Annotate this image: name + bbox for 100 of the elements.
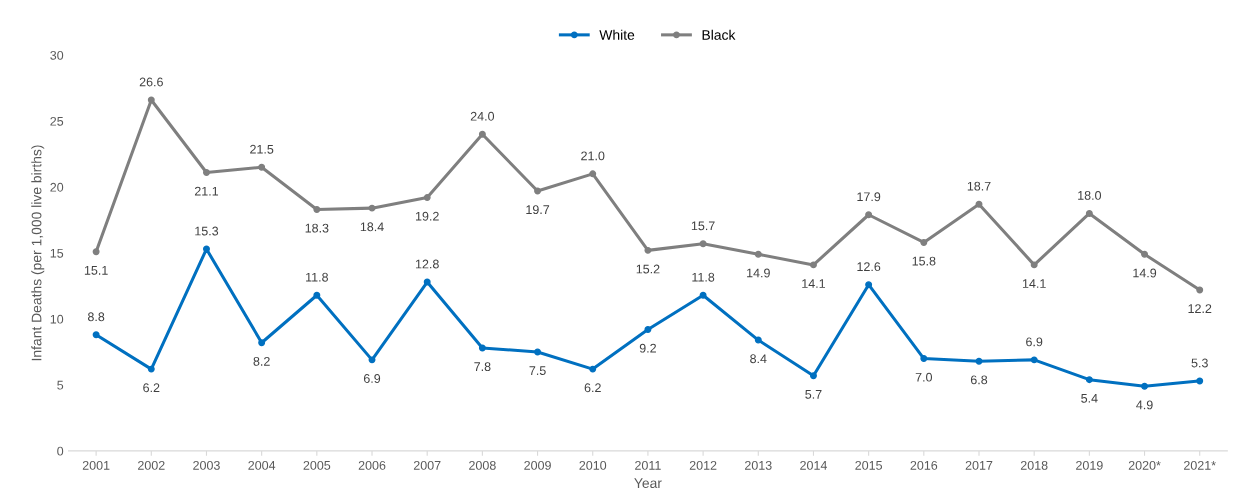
data-label: 15.1 <box>84 266 108 275</box>
data-label: 18.3 <box>305 223 329 233</box>
data-label: 15.8 <box>912 256 936 266</box>
data-label: 8.8 <box>87 312 105 322</box>
data-label: 18.0 <box>1078 190 1102 200</box>
point <box>1141 382 1149 390</box>
point <box>478 344 486 352</box>
data-label: 6.8 <box>970 375 988 385</box>
data-label: 15.3 <box>195 226 219 236</box>
y-tick-label: 0 <box>57 446 64 456</box>
point <box>754 250 762 258</box>
data-label: 19.2 <box>415 211 439 221</box>
point <box>809 261 817 269</box>
data-label: 7.0 <box>915 372 933 382</box>
data-label: 7.5 <box>529 366 546 376</box>
data-label: 21.0 <box>581 151 605 161</box>
point <box>534 187 542 195</box>
point <box>644 246 652 254</box>
point <box>92 248 100 256</box>
data-label: 18.4 <box>360 222 384 232</box>
point <box>534 348 542 356</box>
point <box>313 205 321 213</box>
y-tick-label: 25 <box>50 116 64 126</box>
point <box>644 326 652 333</box>
x-tick-label: 2001 <box>82 460 110 470</box>
data-label: 15.7 <box>691 221 715 231</box>
x-tick-label: 2013 <box>745 460 772 470</box>
point <box>1030 356 1038 364</box>
x-tick-label: 2017 <box>965 460 993 470</box>
point <box>92 331 100 339</box>
point <box>699 291 707 299</box>
point <box>589 365 597 373</box>
point <box>865 211 873 219</box>
x-tick-label: 2016 <box>910 460 938 470</box>
x-tick-label: 2012 <box>689 460 717 470</box>
data-label: 12.6 <box>857 262 881 272</box>
y-tick-label: 20 <box>50 182 64 192</box>
data-label: 15.2 <box>636 264 660 274</box>
data-label: 5.4 <box>1081 394 1098 403</box>
data-label: 5.3 <box>1191 358 1208 368</box>
point <box>203 169 210 177</box>
point <box>258 163 266 171</box>
point <box>699 240 707 248</box>
data-label: 12.8 <box>415 259 439 269</box>
point <box>1085 376 1093 384</box>
point <box>147 96 155 104</box>
data-label: 14.1 <box>802 279 826 288</box>
data-label: 6.2 <box>584 383 601 393</box>
point <box>258 339 266 347</box>
data-label: 6.2 <box>143 383 160 393</box>
point <box>809 372 817 380</box>
data-label: 18.7 <box>967 181 991 191</box>
data-label: 6.9 <box>1026 337 1043 347</box>
x-axis-title: Year <box>634 478 662 489</box>
point <box>920 355 928 363</box>
point <box>1030 261 1038 269</box>
y-tick-label: 30 <box>50 50 64 60</box>
data-label: 26.6 <box>139 77 163 87</box>
y-tick-label: 15 <box>50 248 64 258</box>
y-tick-label: 10 <box>50 314 64 324</box>
data-label: 19.7 <box>526 205 550 215</box>
data-label: 11.8 <box>306 272 328 282</box>
point <box>589 170 597 178</box>
x-tick-label: 2003 <box>193 460 220 470</box>
x-tick-label: 2014 <box>800 460 827 470</box>
point <box>865 281 873 289</box>
data-label: 14.9 <box>1133 268 1157 278</box>
legend-label: Black <box>702 29 736 40</box>
point <box>1141 250 1149 258</box>
legend-label: White <box>599 29 635 40</box>
x-tick-label: 2015 <box>855 460 883 470</box>
point <box>975 357 983 365</box>
data-label: 14.9 <box>747 268 770 278</box>
point <box>203 245 210 253</box>
point <box>478 130 486 138</box>
x-tick-label: 2002 <box>138 460 165 470</box>
point <box>423 194 431 202</box>
data-label: 9.2 <box>639 343 656 353</box>
x-tick-label: 2009 <box>524 460 551 470</box>
point <box>313 291 321 299</box>
data-label: 24.0 <box>470 111 495 121</box>
data-label: 7.8 <box>474 362 491 372</box>
point <box>147 365 155 373</box>
point <box>920 238 928 246</box>
data-label: 17.9 <box>857 192 881 202</box>
data-label: 14.1 <box>1022 279 1046 288</box>
data-label: 21.1 <box>194 186 219 196</box>
x-tick-label: 2010 <box>579 460 607 470</box>
point <box>423 278 431 286</box>
point <box>975 200 983 208</box>
x-tick-label: 2020* <box>1128 460 1161 470</box>
data-label: 11.8 <box>692 272 715 282</box>
data-label: 6.9 <box>363 374 381 383</box>
x-tick-label: 2004 <box>248 460 276 470</box>
data-label: 8.4 <box>750 354 767 364</box>
point <box>1196 377 1204 385</box>
data-label: 8.2 <box>253 356 270 366</box>
x-tick-label: 2006 <box>358 460 386 470</box>
data-label: 21.5 <box>250 144 274 154</box>
data-label: 12.2 <box>1188 304 1212 313</box>
